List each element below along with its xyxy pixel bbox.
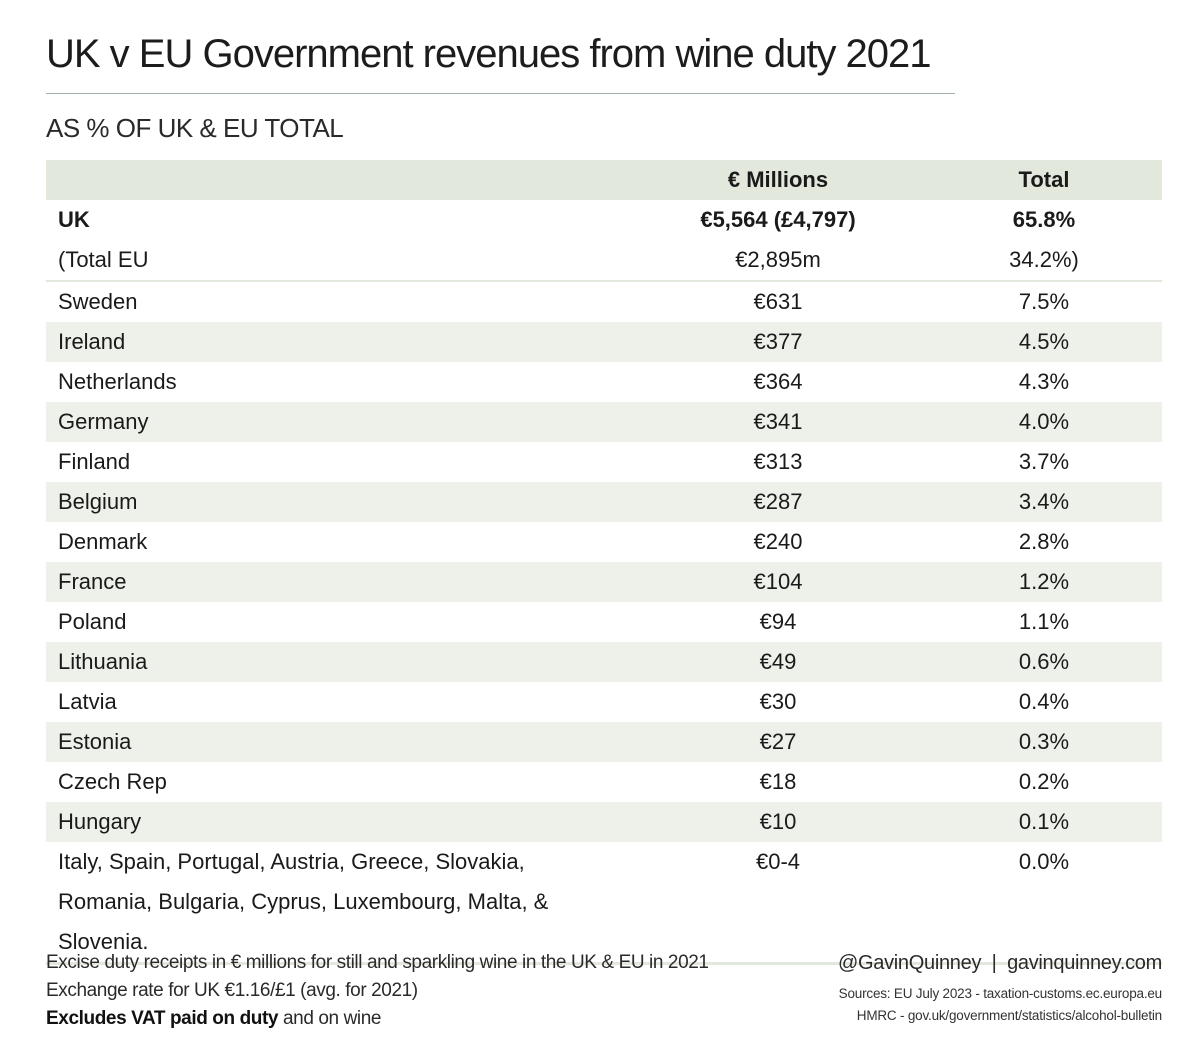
country-cell: Poland: [58, 609, 127, 634]
footnote-line: Exchange rate for UK €1.16/£1 (avg. for …: [46, 980, 418, 1001]
table-row: Netherlands €364 4.3%: [46, 362, 1162, 402]
country-cell: Belgium: [46, 482, 630, 522]
total-cell: 3.7%: [1018, 449, 1070, 474]
table-row: Poland €94 1.1%: [46, 602, 1162, 642]
header-total: Total: [926, 160, 1162, 200]
page-subtitle: AS % OF UK & EU TOTAL: [46, 113, 344, 143]
footnote-line: Excludes VAT paid on duty and on wine: [46, 1005, 709, 1033]
table-row: Germany €341 4.0%: [46, 402, 1162, 442]
millions-cell: €49: [630, 642, 926, 682]
millions-cell: €377: [630, 322, 926, 362]
source-line: Sources: EU July 2023 - taxation-customs…: [838, 986, 1163, 1001]
table-row: France €104 1.2%: [46, 562, 1162, 602]
footer-notes: Excise duty receipts in € millions for s…: [46, 949, 709, 1033]
footer-credits: @GavinQuinney | gavinquinney.com Sources…: [838, 949, 1162, 1027]
country-cell: Lithuania: [46, 642, 630, 682]
millions-cell: €27: [630, 722, 926, 762]
total-cell: 4.0%: [926, 402, 1162, 442]
total-cell: 0.4%: [1018, 689, 1070, 714]
total-cell: 3.4%: [926, 482, 1162, 522]
country-cell: Ireland: [46, 322, 630, 362]
millions-cell: €364: [753, 369, 803, 394]
total-cell: 7.5%: [1018, 289, 1070, 314]
millions-cell: €10: [630, 802, 926, 842]
country-cell: UK: [58, 207, 90, 232]
table-row-others: Italy, Spain, Portugal, Austria, Greece,…: [46, 842, 1162, 965]
country-cell: Czech Rep: [58, 769, 167, 794]
footnote-rest: and on wine: [278, 1008, 382, 1029]
country-cell: Finland: [58, 449, 131, 474]
title-divider: [46, 93, 955, 94]
table-row: Hungary €10 0.1%: [46, 802, 1162, 842]
country-cell: France: [46, 562, 630, 602]
millions-cell: €104: [630, 562, 926, 602]
table-row: Denmark €240 2.8%: [46, 522, 1162, 562]
total-cell: 2.8%: [1018, 529, 1070, 554]
country-cell: (Total EU: [46, 240, 630, 282]
table-header-row: € Millions Total: [46, 160, 1162, 200]
table-row: Latvia €30 0.4%: [46, 682, 1162, 722]
table-row: Belgium €287 3.4%: [46, 482, 1162, 522]
millions-cell: €0-4: [630, 842, 926, 965]
millions-cell: €18: [759, 769, 797, 794]
country-cell: Hungary: [46, 802, 630, 842]
country-cell: Latvia: [58, 689, 117, 714]
millions-cell: €5,564 (£4,797): [700, 207, 856, 232]
millions-cell: €240: [753, 529, 803, 554]
total-cell: 34.2%): [926, 240, 1162, 282]
table-row: Ireland €377 4.5%: [46, 322, 1162, 362]
table-row: Finland €313 3.7%: [46, 442, 1162, 482]
total-cell: 4.3%: [1018, 369, 1070, 394]
country-cell: Italy, Spain, Portugal, Austria, Greece,…: [46, 842, 630, 965]
total-cell: 4.5%: [926, 322, 1162, 362]
wine-duty-table: € Millions Total UK €5,564 (£4,797) 65.8…: [46, 160, 1162, 965]
millions-cell: €287: [630, 482, 926, 522]
header-country: [46, 160, 630, 200]
table-row: Sweden €631 7.5%: [46, 281, 1162, 322]
country-cell: Denmark: [58, 529, 148, 554]
footnote-line: Excise duty receipts in € millions for s…: [46, 952, 709, 973]
source-line: HMRC - gov.uk/government/statistics/alco…: [856, 1008, 1162, 1023]
sources: Sources: EU July 2023 - taxation-customs…: [838, 983, 1163, 1027]
total-cell: 0.3%: [926, 722, 1162, 762]
total-cell: 1.2%: [926, 562, 1162, 602]
table-row: Estonia €27 0.3%: [46, 722, 1162, 762]
table-row: Lithuania €49 0.6%: [46, 642, 1162, 682]
author-handle: @GavinQuinney | gavinquinney.com: [838, 952, 1162, 974]
millions-cell: €313: [753, 449, 803, 474]
millions-cell: €2,895m: [630, 240, 926, 282]
country-cell: Estonia: [46, 722, 630, 762]
millions-cell: €30: [759, 689, 797, 714]
millions-cell: €341: [630, 402, 926, 442]
page-title: UK v EU Government revenues from wine du…: [46, 32, 932, 76]
total-cell: 0.2%: [1018, 769, 1070, 794]
footnote-bold: Excludes VAT paid on duty: [46, 1008, 279, 1029]
total-cell: 0.1%: [926, 802, 1162, 842]
total-cell: 0.0%: [926, 842, 1162, 965]
table-row-total-eu: (Total EU €2,895m 34.2%): [46, 240, 1162, 282]
table-row: Czech Rep €18 0.2%: [46, 762, 1162, 802]
millions-cell: €631: [753, 289, 803, 314]
millions-cell: €94: [759, 609, 797, 634]
country-cell: Germany: [46, 402, 630, 442]
total-cell: 65.8%: [1012, 207, 1076, 232]
country-cell: Sweden: [58, 289, 138, 314]
table-row-uk: UK €5,564 (£4,797) 65.8%: [46, 200, 1162, 240]
country-cell: Netherlands: [58, 369, 177, 394]
total-cell: 0.6%: [926, 642, 1162, 682]
header-millions: € Millions: [630, 160, 926, 200]
total-cell: 1.1%: [1018, 609, 1070, 634]
